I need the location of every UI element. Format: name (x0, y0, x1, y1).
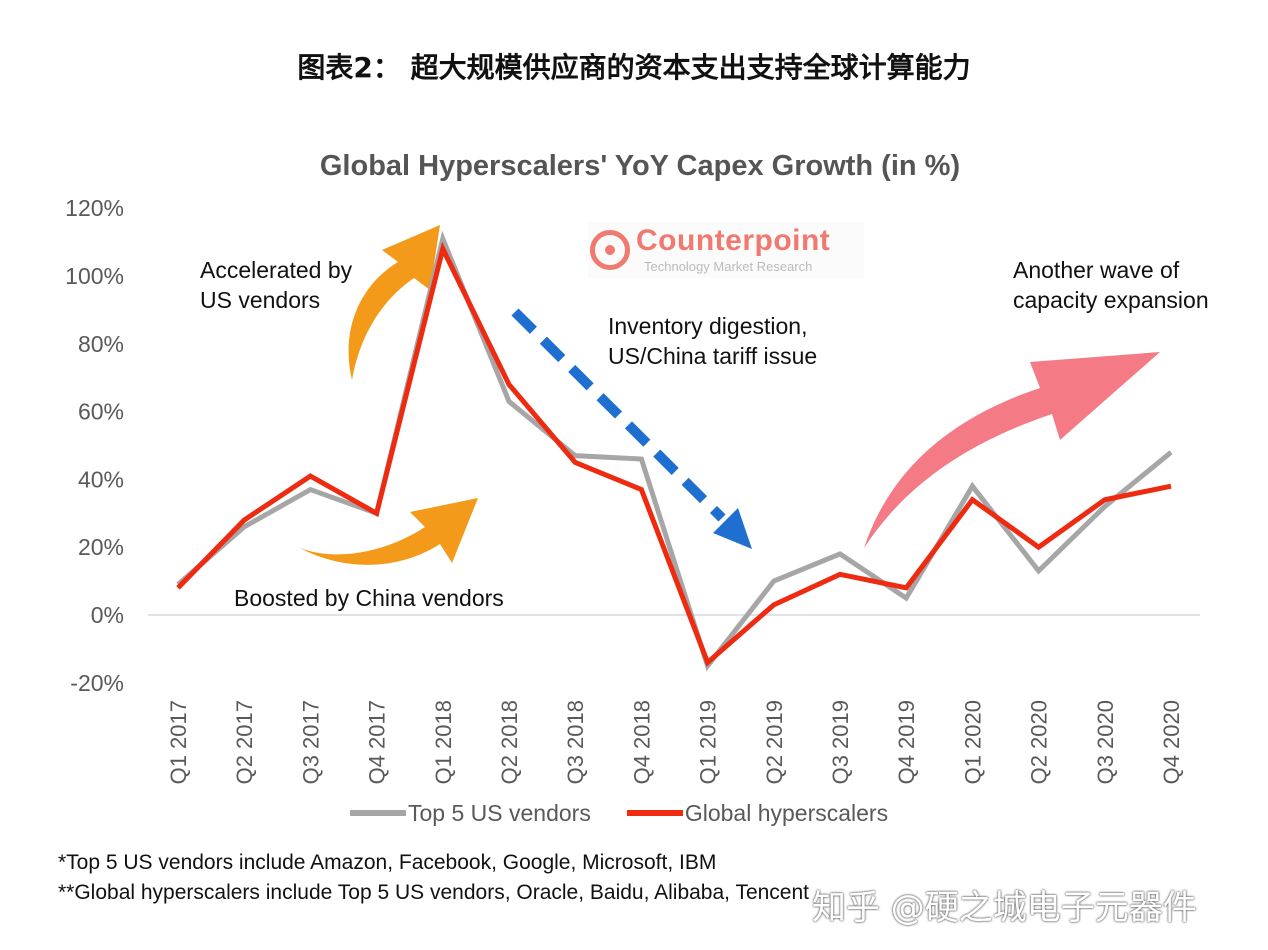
footnote-global-hyperscalers: **Global hyperscalers include Top 5 US v… (58, 881, 809, 904)
annotation-inventory-line2: US/China tariff issue (608, 343, 817, 369)
annotation-wave-line2: capacity expansion (1013, 287, 1209, 313)
x-tick-label: Q1 2018 (431, 700, 456, 784)
x-tick-label: Q2 2020 (1027, 700, 1052, 784)
legend-label-global-hyperscalers: Global hyperscalers (684, 799, 889, 826)
footnote-us-vendors: *Top 5 US vendors include Amazon, Facebo… (58, 851, 717, 874)
y-tick-label: 20% (78, 534, 124, 560)
legend-item-global-hyperscalers: Global hyperscalers (626, 799, 889, 827)
chart-legend: Top 5 US vendors Global hyperscalers (350, 798, 924, 828)
x-tick-label: Q2 2017 (232, 700, 257, 784)
pink-arrow-icon (864, 352, 1160, 548)
series-line-us-vendors (176, 230, 1173, 672)
watermark: 知乎 @硬之城电子元器件 (812, 888, 1197, 928)
x-tick-label: Q2 2018 (497, 700, 522, 784)
chart-axes: -20% 0% 20% 40% 60% 80% 100% 120% Q1 2017 Q2 2017… (65, 195, 1200, 784)
y-tick-label: 60% (78, 399, 124, 425)
y-tick-label: 100% (65, 263, 124, 289)
legend-label-us-vendors: Top 5 US vendors (408, 799, 591, 826)
series-line-global-hyperscalers (176, 241, 1172, 667)
annotation-boosted: Boosted by China vendors (234, 585, 504, 611)
legend-item-us-vendors: Top 5 US vendors (350, 800, 591, 827)
annotation-accelerated-line2: US vendors (200, 287, 320, 313)
x-tick-label: Q3 2019 (828, 700, 853, 784)
x-tick-label: Q3 2018 (563, 700, 588, 784)
orange-arrow-right-icon (300, 498, 478, 565)
x-tick-label: Q3 2020 (1093, 700, 1118, 784)
blue-dashed-arrow-line (511, 308, 726, 522)
logo-subtitle: Technology Market Research (644, 259, 813, 274)
x-tick-label: Q1 2019 (696, 700, 721, 784)
x-tick-label: Q4 2017 (365, 700, 390, 784)
x-tick-label: Q4 2020 (1159, 700, 1184, 784)
y-tick-label: 120% (65, 195, 124, 221)
annotation-wave-line1: Another wave of (1013, 257, 1180, 283)
x-tick-label: Q4 2018 (629, 700, 654, 784)
counterpoint-logo-icon (590, 230, 630, 270)
legend-swatch-us-vendors (350, 810, 406, 816)
x-tick-label: Q1 2020 (960, 700, 985, 784)
annotation-inventory-line1: Inventory digestion, (608, 313, 807, 339)
logo-name: Counterpoint (636, 224, 831, 257)
x-tick-label: Q4 2019 (894, 700, 919, 784)
y-tick-label: 0% (91, 602, 124, 628)
y-tick-label: -20% (70, 670, 124, 696)
chart-annotations: Accelerated by US vendors Boosted by Chi… (200, 257, 1209, 611)
counterpoint-logo: Counterpoint Technology Market Research (588, 222, 864, 278)
chart-series (176, 230, 1173, 672)
x-tick-label: Q2 2019 (762, 700, 787, 784)
legend-swatch-global-hyperscalers (626, 810, 683, 816)
blue-arrow-head-icon (713, 508, 752, 549)
y-tick-label: 40% (78, 466, 124, 492)
y-tick-label: 80% (78, 331, 124, 357)
annotation-accelerated-line1: Accelerated by (200, 257, 353, 283)
x-tick-label: Q3 2017 (298, 700, 323, 784)
orange-arrow-up-icon (348, 225, 440, 380)
annotation-arrows (300, 225, 1160, 565)
footnotes: *Top 5 US vendors include Amazon, Facebo… (58, 848, 809, 908)
x-tick-label: Q1 2017 (166, 700, 191, 784)
chart-title: Global Hyperscalers' YoY Capex Growth (i… (319, 150, 961, 182)
figure-title: 图表2： 超大规模供应商的资本支出支持全球计算能力 (297, 51, 971, 84)
